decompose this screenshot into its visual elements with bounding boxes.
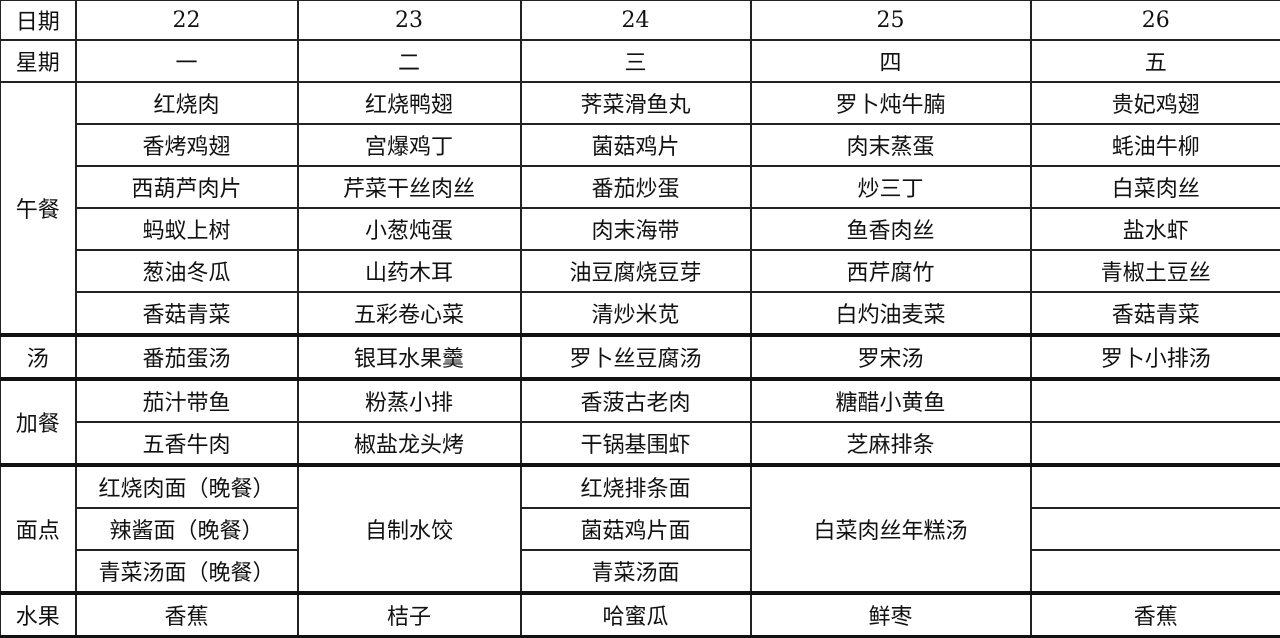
lunch-row: 蚂蚁上树 小葱炖蛋 肉末海带 鱼香肉丝 盐水虾 xyxy=(1,208,1280,250)
snack-row: 五香牛肉 椒盐龙头烤 干锅基围虾 芝麻排条 xyxy=(1,422,1280,465)
empty-cell xyxy=(1031,508,1280,550)
weekday-cell: 五 xyxy=(1031,40,1280,82)
weekday-cell: 三 xyxy=(521,40,751,82)
weekday-cell: 四 xyxy=(751,40,1031,82)
menu-cell: 白菜肉丝年糕汤 xyxy=(751,465,1031,593)
menu-cell: 菌菇鸡片 xyxy=(521,124,751,166)
menu-cell xyxy=(1031,422,1280,465)
date-cell: 24 xyxy=(521,1,751,41)
weekday-cell: 二 xyxy=(298,40,521,82)
menu-cell: 白菜肉丝 xyxy=(1031,166,1280,208)
empty-cell xyxy=(1031,550,1280,593)
lunch-row: 西葫芦肉片 芹菜干丝肉丝 番茄炒蛋 炒三丁 白菜肉丝 xyxy=(1,166,1280,208)
empty-cell xyxy=(1031,465,1280,508)
menu-cell: 芝麻排条 xyxy=(751,422,1031,465)
date-label: 日期 xyxy=(1,1,76,41)
menu-cell: 清炒米苋 xyxy=(521,292,751,335)
menu-cell: 椒盐龙头烤 xyxy=(298,422,521,465)
menu-cell: 芹菜干丝肉丝 xyxy=(298,166,521,208)
menu-cell xyxy=(1031,379,1280,422)
menu-cell: 红烧排条面 xyxy=(521,465,751,508)
menu-cell: 罗卜小排汤 xyxy=(1031,335,1280,379)
menu-cell: 宫爆鸡丁 xyxy=(298,124,521,166)
menu-cell: 红烧肉面（晚餐） xyxy=(76,465,298,508)
menu-cell: 香蕉 xyxy=(1031,593,1280,637)
menu-cell: 西芹腐竹 xyxy=(751,250,1031,292)
menu-cell: 罗卜炖牛腩 xyxy=(751,82,1031,124)
menu-cell: 五彩卷心菜 xyxy=(298,292,521,335)
menu-cell: 菌菇鸡片面 xyxy=(521,508,751,550)
menu-cell: 红烧肉 xyxy=(76,82,298,124)
menu-cell: 番茄炒蛋 xyxy=(521,166,751,208)
fruit-label: 水果 xyxy=(1,593,76,637)
menu-cell: 炒三丁 xyxy=(751,166,1031,208)
menu-cell: 哈蜜瓜 xyxy=(521,593,751,637)
date-cell: 23 xyxy=(298,1,521,41)
menu-cell: 荠菜滑鱼丸 xyxy=(521,82,751,124)
menu-cell: 贵妃鸡翅 xyxy=(1031,82,1280,124)
weekday-label: 星期 xyxy=(1,40,76,82)
menu-cell: 蚂蚁上树 xyxy=(76,208,298,250)
date-cell: 26 xyxy=(1031,1,1280,41)
snack-row: 加餐 茄汁带鱼 粉蒸小排 香菠古老肉 糖醋小黄鱼 xyxy=(1,379,1280,422)
menu-cell: 香烤鸡翅 xyxy=(76,124,298,166)
fruit-row: 水果 香蕉 桔子 哈蜜瓜 鲜枣 香蕉 xyxy=(1,593,1280,637)
menu-cell: 白灼油麦菜 xyxy=(751,292,1031,335)
lunch-row: 葱油冬瓜 山药木耳 油豆腐烧豆芽 西芹腐竹 青椒土豆丝 xyxy=(1,250,1280,292)
weekday-cell: 一 xyxy=(76,40,298,82)
soup-row: 汤 番茄蛋汤 银耳水果羹 罗卜丝豆腐汤 罗宋汤 罗卜小排汤 xyxy=(1,335,1280,379)
menu-cell: 葱油冬瓜 xyxy=(76,250,298,292)
date-row: 日期 22 23 24 25 26 xyxy=(1,1,1280,41)
menu-cell: 油豆腐烧豆芽 xyxy=(521,250,751,292)
menu-cell: 蚝油牛柳 xyxy=(1031,124,1280,166)
menu-cell: 盐水虾 xyxy=(1031,208,1280,250)
menu-cell: 粉蒸小排 xyxy=(298,379,521,422)
lunch-row: 香菇青菜 五彩卷心菜 清炒米苋 白灼油麦菜 香菇青菜 xyxy=(1,292,1280,335)
menu-cell: 肉末海带 xyxy=(521,208,751,250)
menu-cell: 青菜汤面 xyxy=(521,550,751,593)
menu-cell: 干锅基围虾 xyxy=(521,422,751,465)
menu-cell: 肉末蒸蛋 xyxy=(751,124,1031,166)
snack-label: 加餐 xyxy=(1,379,76,465)
menu-cell: 香蕉 xyxy=(76,593,298,637)
menu-cell: 鱼香肉丝 xyxy=(751,208,1031,250)
menu-cell: 茄汁带鱼 xyxy=(76,379,298,422)
noodles-row: 辣酱面（晚餐） 菌菇鸡片面 xyxy=(1,508,1280,550)
noodles-row: 青菜汤面（晚餐） 青菜汤面 xyxy=(1,550,1280,593)
menu-cell: 辣酱面（晚餐） xyxy=(76,508,298,550)
date-cell: 25 xyxy=(751,1,1031,41)
menu-cell: 罗宋汤 xyxy=(751,335,1031,379)
soup-label: 汤 xyxy=(1,335,76,379)
weekday-row: 星期 一 二 三 四 五 xyxy=(1,40,1280,82)
lunch-row: 香烤鸡翅 宫爆鸡丁 菌菇鸡片 肉末蒸蛋 蚝油牛柳 xyxy=(1,124,1280,166)
menu-cell: 红烧鸭翅 xyxy=(298,82,521,124)
menu-cell: 西葫芦肉片 xyxy=(76,166,298,208)
menu-cell: 五香牛肉 xyxy=(76,422,298,465)
noodles-row: 面点 红烧肉面（晚餐） 自制水饺 红烧排条面 白菜肉丝年糕汤 xyxy=(1,465,1280,508)
menu-cell: 青椒土豆丝 xyxy=(1031,250,1280,292)
menu-cell: 山药木耳 xyxy=(298,250,521,292)
menu-cell: 鲜枣 xyxy=(751,593,1031,637)
menu-cell: 青菜汤面（晚餐） xyxy=(76,550,298,593)
menu-cell: 番茄蛋汤 xyxy=(76,335,298,379)
menu-cell: 香菠古老肉 xyxy=(521,379,751,422)
lunch-row: 午餐 红烧肉 红烧鸭翅 荠菜滑鱼丸 罗卜炖牛腩 贵妃鸡翅 xyxy=(1,82,1280,124)
menu-cell: 自制水饺 xyxy=(298,465,521,593)
menu-cell: 银耳水果羹 xyxy=(298,335,521,379)
menu-cell: 桔子 xyxy=(298,593,521,637)
date-cell: 22 xyxy=(76,1,298,41)
menu-cell: 香菇青菜 xyxy=(1031,292,1280,335)
menu-cell: 糖醋小黄鱼 xyxy=(751,379,1031,422)
menu-cell: 罗卜丝豆腐汤 xyxy=(521,335,751,379)
menu-cell: 小葱炖蛋 xyxy=(298,208,521,250)
menu-cell: 香菇青菜 xyxy=(76,292,298,335)
lunch-label: 午餐 xyxy=(1,82,76,335)
noodles-label: 面点 xyxy=(1,465,76,593)
